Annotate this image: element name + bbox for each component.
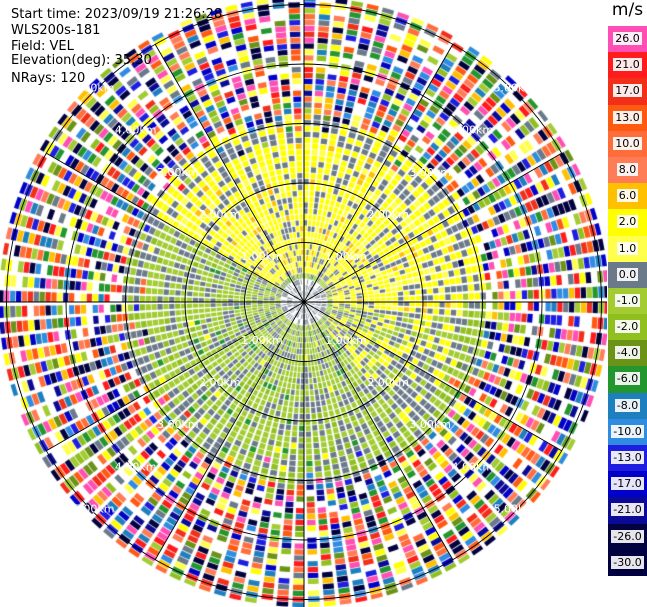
colorbar-level-label: 6.0: [616, 189, 639, 203]
azimuth-spoke: [154, 301, 305, 560]
ring-label: 3.00km: [157, 418, 199, 431]
colorbar-level: 21.0: [608, 52, 647, 79]
colorbar-level: -13.0: [608, 445, 647, 472]
colorbar-level-label: 2.0: [616, 215, 639, 229]
ring-label: 2.00km: [367, 208, 409, 221]
azimuth-spoke: [154, 44, 305, 303]
colorbar-level-label: 17.0: [613, 84, 642, 98]
ring-label: 3.00km: [409, 418, 451, 431]
colorbar-level-label: -6.0: [614, 372, 641, 386]
colorbar-level: 6.0: [608, 183, 647, 210]
start-time-text: Start time: 2023/09/19 21:26:28: [11, 7, 223, 22]
colorbar: m/s 26.0 21.0 17.0 13.0 10.0 8.0 6.0 2.0 1.0 0.0 -…: [608, 0, 647, 607]
colorbar-level-label: 0.0: [616, 267, 639, 281]
colorbar-unit: m/s: [611, 0, 644, 20]
colorbar-level-label: 1.0: [616, 241, 639, 255]
colorbar-level: 10.0: [608, 130, 647, 157]
colorbar-level-label: -17.0: [611, 477, 644, 491]
ring-label: 4.00km: [115, 124, 157, 137]
colorbar-level-label: 13.0: [613, 110, 642, 124]
ring-label: 1.00km: [325, 250, 367, 263]
ring-label: 2.00km: [199, 376, 241, 389]
colorbar-level-label: -30.0: [611, 555, 644, 569]
station-text: WLS200s-181: [11, 23, 101, 38]
azimuth-spoke: [46, 301, 305, 452]
colorbar-level: -8.0: [608, 392, 647, 419]
elevation-text: Elevation(deg): 35.30: [11, 53, 152, 68]
azimuth-spoke: [303, 301, 454, 560]
colorbar-level-label: -10.0: [611, 424, 644, 438]
colorbar-level: 13.0: [608, 104, 647, 131]
colorbar-level: -4.0: [608, 340, 647, 367]
colorbar-level-label: -1.0: [614, 293, 641, 307]
ring-label: 4.00km: [115, 460, 157, 473]
ppi-plot: 1.00km 1.00km 1.00km 1.00km 2.00km 2.00km 2.00…: [0, 0, 607, 607]
ring-label: 3.00km: [157, 166, 199, 179]
colorbar-level-label: -13.0: [611, 451, 644, 464]
colorbar-level: -2.0: [608, 314, 647, 341]
azimuth-spoke: [46, 152, 305, 303]
colorbar-level: 2.0: [608, 209, 647, 236]
ring-label: 3.00km: [409, 166, 451, 179]
colorbar-level: -1.0: [608, 287, 647, 315]
colorbar-level-label: -4.0: [614, 346, 641, 360]
azimuth-spoke: [303, 44, 454, 303]
colorbar-level: -26.0: [608, 523, 647, 550]
colorbar-level-label: -2.0: [614, 320, 641, 334]
ring-label: 1.00km: [241, 334, 283, 347]
colorbar-level: -10.0: [608, 418, 647, 445]
ring-label: 4.00km: [452, 124, 494, 137]
nrays-text: NRays: 120: [11, 71, 86, 86]
colorbar-level-label: -8.0: [614, 398, 641, 412]
ring-label: 2.00km: [367, 376, 409, 389]
colorbar-level: 1.0: [608, 235, 647, 262]
azimuth-spoke: [303, 301, 562, 452]
colorbar-level-label: 10.0: [613, 136, 642, 150]
ring-label: 5.00km: [73, 82, 115, 95]
colorbar-level: -21.0: [608, 497, 647, 524]
ring-label: 1.00km: [325, 334, 367, 347]
ring-label: 1.00km: [241, 250, 283, 263]
colorbar-level: 8.0: [608, 156, 647, 184]
colorbar-level: -30.0: [608, 549, 647, 576]
colorbar-level: 26.0: [608, 26, 647, 53]
ring-label: 5.00km: [494, 502, 536, 515]
colorbar-level: 0.0: [608, 261, 647, 288]
colorbar-level-label: -21.0: [611, 503, 644, 517]
range-rings-overlay: 1.00km 1.00km 1.00km 1.00km 2.00km 2.00km 2.00…: [0, 0, 607, 607]
colorbar-level-label: 26.0: [613, 32, 642, 45]
colorbar-level: -17.0: [608, 471, 647, 498]
ring-label: 5.00km: [494, 82, 536, 95]
azimuth-spoke: [303, 152, 562, 303]
colorbar-level-label: 21.0: [613, 58, 642, 72]
colorbar-level: 17.0: [608, 78, 647, 105]
ring-label: 4.00km: [452, 460, 494, 473]
ring-label: 5.00km: [73, 502, 115, 515]
ring-label: 2.00km: [199, 208, 241, 221]
colorbar-level: -6.0: [608, 366, 647, 393]
colorbar-level-label: -26.0: [611, 529, 644, 543]
field-text: Field: VEL: [11, 39, 74, 54]
colorbar-boxes: 26.0 21.0 17.0 13.0 10.0 8.0 6.0 2.0 1.0 0.0 -1.0 -…: [608, 26, 647, 576]
colorbar-level-label: 8.0: [616, 162, 639, 176]
